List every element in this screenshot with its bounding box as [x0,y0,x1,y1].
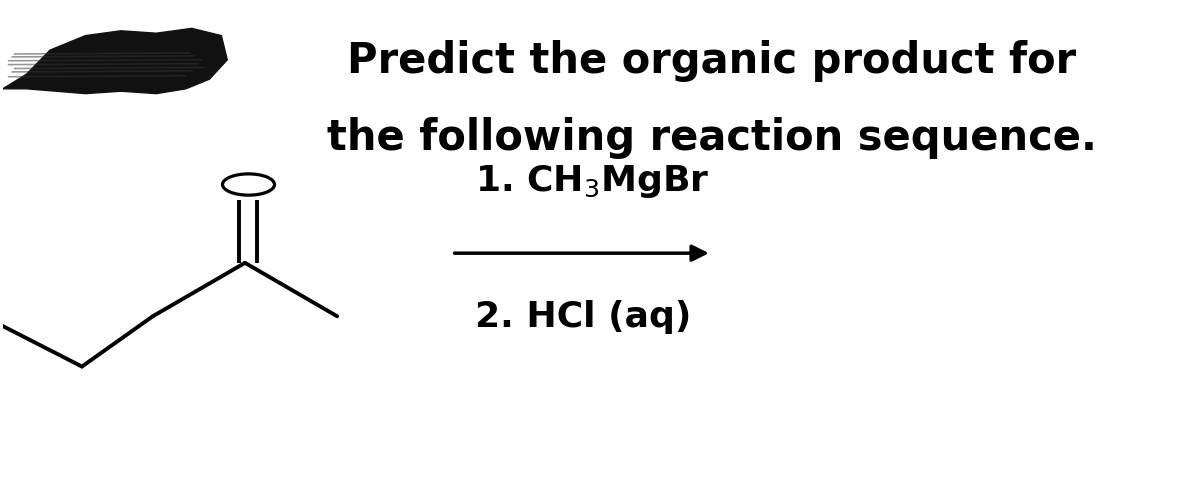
Text: 1. CH$_3$MgBr: 1. CH$_3$MgBr [475,163,710,200]
Text: 2. HCl (aq): 2. HCl (aq) [475,300,691,333]
Text: the following reaction sequence.: the following reaction sequence. [326,117,1097,159]
Polygon shape [2,29,227,95]
Text: Predict the organic product for: Predict the organic product for [347,40,1076,81]
